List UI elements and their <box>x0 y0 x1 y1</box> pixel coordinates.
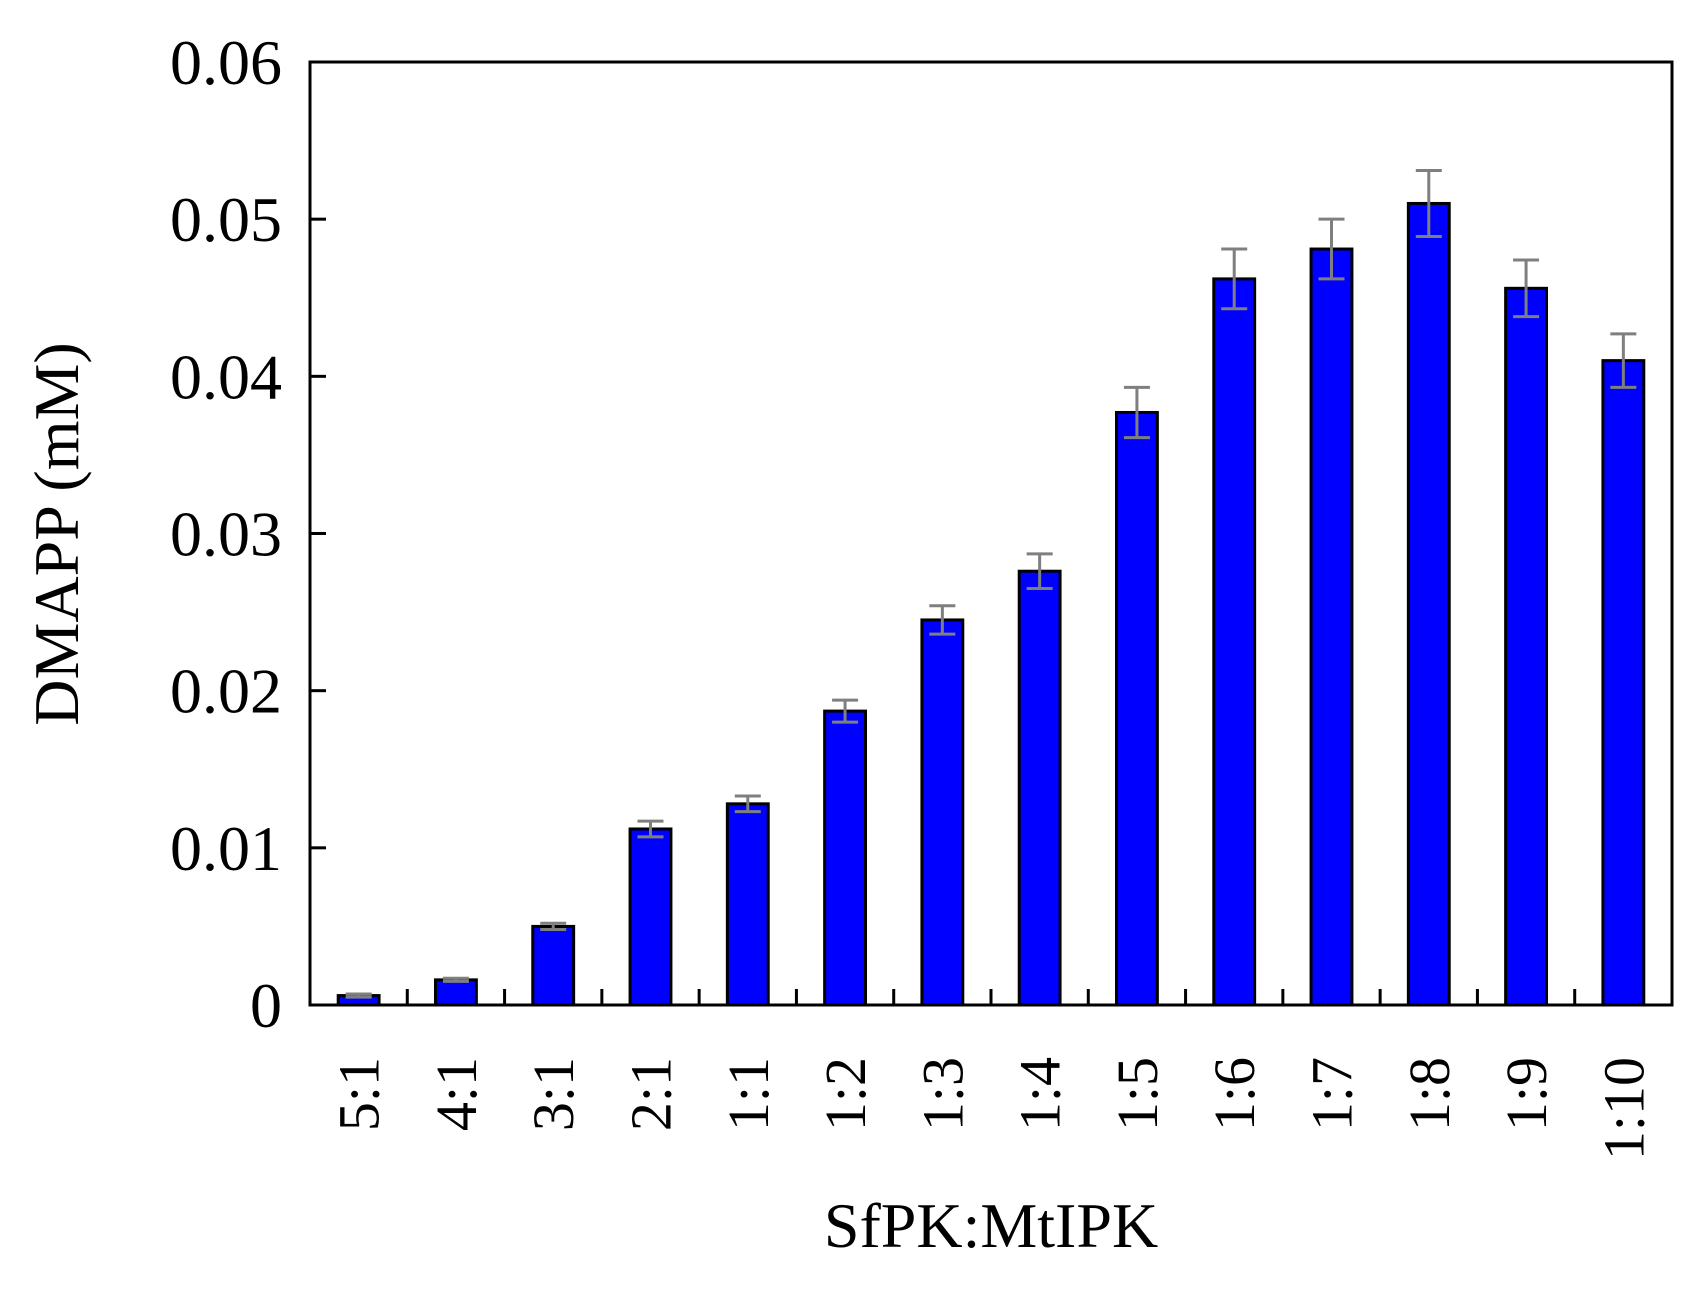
y-tick-label: 0.06 <box>170 27 282 98</box>
y-tick-label: 0.03 <box>170 499 282 570</box>
x-axis-title: SfPK:MtIPK <box>824 1190 1158 1261</box>
error-bar-1-7 <box>1318 217 1345 281</box>
error-bar-1-2 <box>832 698 859 724</box>
bar-4-1 <box>433 978 478 1007</box>
x-category-label: 1:8 <box>1397 1057 1462 1131</box>
x-category-label: 4:1 <box>424 1057 489 1131</box>
ticks-layer <box>310 60 1577 1007</box>
x-category-label: 1:5 <box>1105 1057 1170 1131</box>
error-bar-1-1 <box>734 794 761 814</box>
x-category-label: 1:7 <box>1300 1057 1365 1131</box>
bar-1-1 <box>725 802 770 1007</box>
error-bars-layer <box>345 168 1637 999</box>
x-category-label: 1:3 <box>910 1057 975 1131</box>
bar-1-8 <box>1406 201 1451 1007</box>
error-bar-3-1 <box>540 921 567 932</box>
plot-area-frame <box>308 60 1674 1007</box>
bar-1-9 <box>1504 286 1549 1007</box>
error-bar-5-1 <box>345 992 372 999</box>
error-bar-1-10 <box>1610 332 1637 389</box>
labels-layer: 0 0.01 0.02 0.03 0.04 0.05 0.06 5:1 4:1 3:1 2:1 1:1… <box>170 27 1656 1160</box>
bar-1-6 <box>1212 277 1257 1007</box>
x-category-label: 1:1 <box>716 1057 781 1131</box>
bar-1-2 <box>823 709 868 1007</box>
bar-1-7 <box>1309 247 1354 1007</box>
bar-2-1 <box>628 827 673 1007</box>
error-bar-1-4 <box>1026 552 1053 591</box>
error-bar-2-1 <box>637 819 664 839</box>
y-tick-label: 0 <box>250 970 282 1041</box>
x-category-label: 2:1 <box>619 1057 684 1131</box>
y-tick-label: 0.02 <box>170 656 282 727</box>
x-category-label: 1:4 <box>1008 1057 1073 1131</box>
error-bar-1-8 <box>1415 168 1442 238</box>
bar-3-1 <box>531 924 576 1007</box>
y-tick-label: 0.04 <box>170 341 282 412</box>
bars-layer <box>336 201 1646 1007</box>
x-category-label: 1:9 <box>1494 1057 1559 1131</box>
y-tick-label: 0.01 <box>170 813 282 884</box>
bar-1-5 <box>1114 410 1159 1007</box>
x-category-label: 1:2 <box>813 1057 878 1131</box>
bar-1-4 <box>1017 569 1062 1007</box>
x-category-label: 1:10 <box>1591 1057 1656 1160</box>
error-bar-1-6 <box>1221 247 1248 311</box>
error-bar-4-1 <box>442 976 469 983</box>
error-bar-1-5 <box>1123 385 1150 440</box>
x-category-label: 1:6 <box>1202 1057 1267 1131</box>
y-axis-title: DMAPP (mM) <box>21 342 92 725</box>
x-category-label: 3:1 <box>521 1057 586 1131</box>
bar-1-10 <box>1601 359 1646 1007</box>
y-tick-label: 0.05 <box>170 184 282 255</box>
bar-1-3 <box>920 618 965 1007</box>
error-bar-1-9 <box>1513 258 1540 319</box>
error-bar-1-3 <box>929 604 956 636</box>
x-category-label: 5:1 <box>327 1057 392 1131</box>
